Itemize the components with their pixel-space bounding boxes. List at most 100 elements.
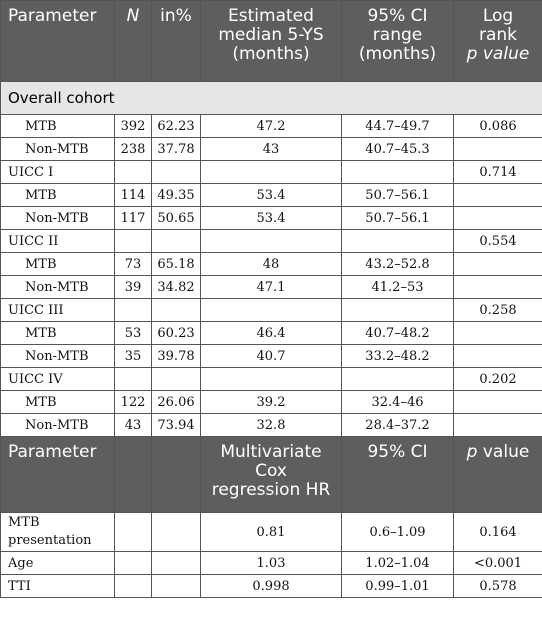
row-n: 35 <box>114 344 152 368</box>
row-label: MTB <box>0 321 115 345</box>
row-p: 0.554 <box>453 229 542 253</box>
row-pct: 37.78 <box>151 137 201 161</box>
row-p <box>453 137 542 161</box>
row-p <box>453 206 542 230</box>
row-label: MTB <box>0 114 115 138</box>
cox-label-line2: presentation <box>8 533 92 548</box>
row-median: 53.4 <box>200 206 342 230</box>
row-ci: 50.7–56.1 <box>341 206 454 230</box>
table-row-group: UICC I 0.714 <box>0 160 542 184</box>
row-ci: 40.7–45.3 <box>341 137 454 161</box>
cox-empty <box>114 574 152 598</box>
header-ci-line2: range <box>372 25 423 45</box>
row-pct: 49.35 <box>151 183 201 207</box>
row-pct: 60.23 <box>151 321 201 345</box>
row-pct: 26.06 <box>151 390 201 414</box>
section-label: Overall cohort <box>0 81 542 115</box>
survival-table: Parameter N in% Estimated median 5-YS (m… <box>0 0 542 598</box>
header-estimated-median: Estimated median 5-YS (months) <box>200 0 342 82</box>
table-row-group: UICC III 0.258 <box>0 298 542 322</box>
row-pct <box>151 160 201 184</box>
cox-empty <box>151 512 201 552</box>
cox-label: TTI <box>0 574 115 598</box>
header-hr-line2: Cox <box>255 461 287 481</box>
table-row: MTB 122 26.06 39.2 32.4–46 <box>0 390 542 414</box>
row-label: UICC IV <box>0 367 115 391</box>
cox-p: 0.578 <box>453 574 542 598</box>
row-median: 47.2 <box>200 114 342 138</box>
row-pct <box>151 298 201 322</box>
row-median <box>200 367 342 391</box>
row-median <box>200 229 342 253</box>
header-ci-range: 95% CI range (months) <box>341 0 454 82</box>
header-logrank-line2: rank <box>478 25 518 45</box>
table-row: Non-MTB 43 73.94 32.8 28.4–37.2 <box>0 413 542 437</box>
row-n: 43 <box>114 413 152 437</box>
table-row: Non-MTB 35 39.78 40.7 33.2–48.2 <box>0 344 542 368</box>
row-median: 46.4 <box>200 321 342 345</box>
header-parameter: Parameter <box>0 436 115 513</box>
row-median <box>200 160 342 184</box>
cox-label-line1: MTB <box>8 515 40 530</box>
header-p-rest: value <box>477 442 530 462</box>
row-pct: 34.82 <box>151 275 201 299</box>
row-ci: 32.4–46 <box>341 390 454 414</box>
row-pct: 62.23 <box>151 114 201 138</box>
row-label: UICC I <box>0 160 115 184</box>
row-label: UICC III <box>0 298 115 322</box>
row-median: 47.1 <box>200 275 342 299</box>
row-median: 53.4 <box>200 183 342 207</box>
header-in-percent: in% <box>151 0 201 82</box>
header-logrank-line3: p value <box>466 44 530 64</box>
row-ci: 43.2–52.8 <box>341 252 454 276</box>
header-ci-line1: 95% CI <box>367 6 428 26</box>
cox-empty <box>151 551 201 575</box>
table-row-group: UICC II 0.554 <box>0 229 542 253</box>
table-row: Non-MTB 238 37.78 43 40.7–45.3 <box>0 137 542 161</box>
row-median: 48 <box>200 252 342 276</box>
row-p <box>453 321 542 345</box>
row-ci: 28.4–37.2 <box>341 413 454 437</box>
header-estimated-line3: (months) <box>232 44 310 64</box>
row-label: Non-MTB <box>0 275 115 299</box>
row-label: Non-MTB <box>0 344 115 368</box>
header-ci-line3: (months) <box>358 44 437 64</box>
table-row: MTB 53 60.23 46.4 40.7–48.2 <box>0 321 542 345</box>
row-n: 117 <box>114 206 152 230</box>
row-p <box>453 252 542 276</box>
cox-p: <0.001 <box>453 551 542 575</box>
cox-empty <box>114 512 152 552</box>
cox-ci: 1.02–1.04 <box>341 551 454 575</box>
row-median: 32.8 <box>200 413 342 437</box>
row-label: Non-MTB <box>0 206 115 230</box>
header-estimated-line2: median 5-YS <box>218 25 324 45</box>
row-p: 0.202 <box>453 367 542 391</box>
row-ci <box>341 160 454 184</box>
row-ci: 41.2–53 <box>341 275 454 299</box>
header-row-cox: Parameter Multivariate Cox regression HR… <box>0 436 542 513</box>
header-cox-ci: 95% CI <box>341 436 454 513</box>
row-ci: 40.7–48.2 <box>341 321 454 345</box>
cox-ci: 0.6–1.09 <box>341 512 454 552</box>
row-ci <box>341 229 454 253</box>
row-label: Non-MTB <box>0 137 115 161</box>
cox-row: MTB presentation 0.81 0.6–1.09 0.164 <box>0 512 542 552</box>
cox-empty <box>151 574 201 598</box>
row-pct: 73.94 <box>151 413 201 437</box>
table-row: MTB 114 49.35 53.4 50.7–56.1 <box>0 183 542 207</box>
cox-empty <box>114 551 152 575</box>
header-cox-p: p value <box>453 436 542 513</box>
row-n: 122 <box>114 390 152 414</box>
row-label: UICC II <box>0 229 115 253</box>
row-label: MTB <box>0 252 115 276</box>
row-median: 39.2 <box>200 390 342 414</box>
header-empty <box>151 436 201 513</box>
row-label: MTB <box>0 183 115 207</box>
table-row: Non-MTB 39 34.82 47.1 41.2–53 <box>0 275 542 299</box>
header-p-italic: p <box>466 442 478 462</box>
row-pct <box>151 367 201 391</box>
row-pct: 39.78 <box>151 344 201 368</box>
row-ci <box>341 367 454 391</box>
row-ci: 44.7–49.7 <box>341 114 454 138</box>
row-p: 0.714 <box>453 160 542 184</box>
